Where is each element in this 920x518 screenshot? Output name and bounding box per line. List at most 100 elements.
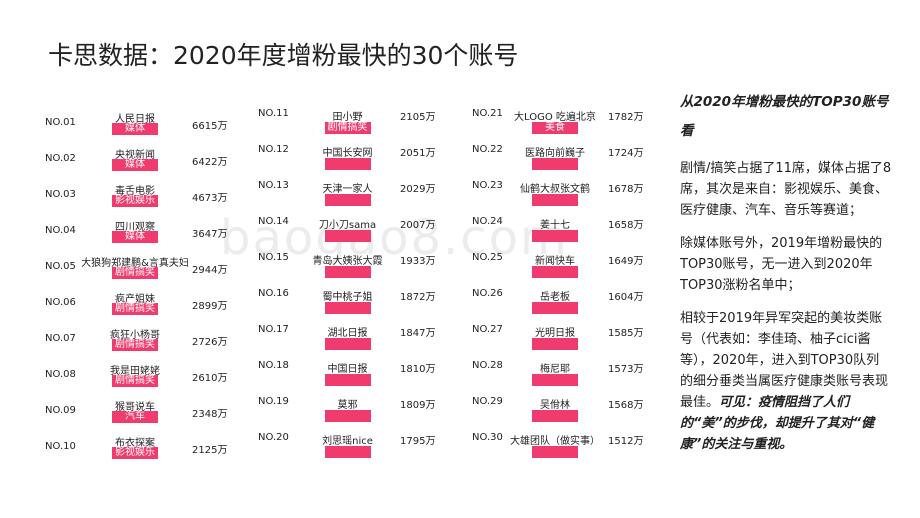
count: 1604万 bbox=[608, 292, 644, 303]
account-name: 岳老板 bbox=[540, 292, 570, 303]
tag: 美食 bbox=[532, 122, 578, 134]
account-name: 央视新闻 bbox=[115, 150, 155, 161]
rank: NO.24 bbox=[472, 216, 503, 227]
account-name: 人民日报 bbox=[115, 114, 155, 125]
tag bbox=[324, 302, 371, 314]
count: 1933万 bbox=[400, 256, 436, 267]
rank: NO.17 bbox=[258, 324, 289, 335]
tag bbox=[324, 338, 371, 350]
account-name: 蜀中桃子姐 bbox=[322, 292, 373, 303]
tag bbox=[324, 446, 371, 458]
side-paragraph: 除媒体账号外，2019年增粉最快的TOP30账号，无一进入到2020年TOP30… bbox=[680, 233, 892, 296]
tag: 媒体 bbox=[112, 231, 158, 243]
account-name: 疯狂小杨哥 bbox=[110, 330, 160, 341]
account-name: 田小野 bbox=[332, 112, 363, 123]
rank: NO.13 bbox=[258, 180, 289, 191]
count: 1568万 bbox=[608, 400, 644, 411]
tag bbox=[532, 338, 578, 350]
rank: NO.25 bbox=[472, 252, 503, 263]
count: 2029万 bbox=[400, 184, 436, 195]
rank: NO.05 bbox=[45, 261, 76, 272]
rank: NO.06 bbox=[45, 297, 76, 308]
count: 2007万 bbox=[400, 220, 436, 231]
text: 剧情/搞笑占据了11席，媒体占据了8席，其次是来自：影视娱乐、美食、医疗健康、汽… bbox=[680, 161, 892, 218]
count: 1512万 bbox=[608, 436, 644, 447]
tag bbox=[324, 410, 371, 422]
account-name: 刀小刀sama bbox=[318, 220, 377, 231]
rank: NO.30 bbox=[472, 432, 503, 443]
count: 2051万 bbox=[400, 148, 436, 159]
rank: NO.10 bbox=[45, 441, 76, 452]
count: 4673万 bbox=[192, 193, 228, 204]
rank: NO.08 bbox=[45, 369, 76, 380]
account-name: 疯产姐妹 bbox=[115, 294, 155, 305]
tag bbox=[532, 302, 578, 314]
tag: 剧情搞笑 bbox=[112, 339, 158, 351]
rank: NO.14 bbox=[258, 216, 289, 227]
count: 3647万 bbox=[192, 229, 228, 240]
rank: NO.11 bbox=[258, 108, 289, 119]
rank: NO.01 bbox=[45, 117, 76, 128]
count: 6422万 bbox=[192, 157, 228, 168]
tag bbox=[532, 158, 578, 170]
count: 1795万 bbox=[400, 436, 436, 447]
rank: NO.03 bbox=[45, 189, 76, 200]
rank: NO.19 bbox=[258, 396, 289, 407]
account-name: 中国日报 bbox=[327, 364, 368, 375]
rank: NO.23 bbox=[472, 180, 503, 191]
rank: NO.27 bbox=[472, 324, 503, 335]
count: 1678万 bbox=[608, 184, 644, 195]
account-name: 四川观察 bbox=[115, 222, 155, 233]
account-name: 刘思瑶nice bbox=[322, 436, 373, 447]
tag: 影视娱乐 bbox=[112, 195, 158, 207]
count: 1649万 bbox=[608, 256, 644, 267]
rank: NO.18 bbox=[258, 360, 289, 371]
account-name: 青岛大姨张大霞 bbox=[312, 256, 383, 267]
rank: NO.02 bbox=[45, 153, 76, 164]
tag: 影视娱乐 bbox=[112, 447, 158, 459]
rank: NO.07 bbox=[45, 333, 76, 344]
side-paragraph: 相较于2019年异军突起的美妆类账号（代表如：李佳琦、柚子cici酱等），202… bbox=[680, 308, 892, 455]
tag bbox=[532, 410, 578, 422]
account-name: 大LOGO 吃遍北京 bbox=[514, 112, 596, 123]
account-name: 湖北日报 bbox=[327, 328, 368, 339]
tag bbox=[324, 266, 371, 278]
count: 1724万 bbox=[608, 148, 644, 159]
count: 1585万 bbox=[608, 328, 644, 339]
text: 相较于2019年异军突起的美妆类账号（代表如：李佳琦、柚子cici酱等），202… bbox=[680, 311, 889, 410]
rank: NO.15 bbox=[258, 252, 289, 263]
account-name: 光明日报 bbox=[535, 328, 575, 339]
rank: NO.21 bbox=[472, 108, 503, 119]
count: 2899万 bbox=[192, 301, 228, 312]
side-heading: 从2020年增粉最快的TOP30账号看 bbox=[680, 94, 889, 139]
count: 1847万 bbox=[400, 328, 436, 339]
tag bbox=[324, 194, 371, 206]
rank: NO.12 bbox=[258, 144, 289, 155]
account-name: 布衣探案 bbox=[115, 438, 155, 449]
account-name: 新闻快车 bbox=[535, 256, 575, 267]
count: 2610万 bbox=[192, 373, 228, 384]
count: 2105万 bbox=[400, 112, 436, 123]
tag: 剧情搞笑 bbox=[112, 375, 158, 387]
count: 1782万 bbox=[608, 112, 644, 123]
tag bbox=[532, 230, 578, 242]
count: 6615万 bbox=[192, 121, 228, 132]
tag bbox=[532, 194, 578, 206]
count: 1573万 bbox=[608, 364, 644, 375]
count: 2726万 bbox=[192, 337, 228, 348]
rank: NO.28 bbox=[472, 360, 503, 371]
side-paragraph: 剧情/搞笑占据了11席，媒体占据了8席，其次是来自：影视娱乐、美食、医疗健康、汽… bbox=[680, 158, 892, 221]
text: 除媒体账号外，2019年增粉最快的TOP30账号，无一进入到2020年TOP30… bbox=[680, 236, 883, 293]
tag: 汽车 bbox=[112, 411, 158, 423]
account-name: 天津一家人 bbox=[322, 184, 373, 195]
rank: NO.09 bbox=[45, 405, 76, 416]
count: 2348万 bbox=[192, 409, 228, 420]
rank: NO.29 bbox=[472, 396, 503, 407]
tag bbox=[532, 446, 578, 458]
account-name: 大雄团队（做实事） bbox=[510, 436, 600, 447]
tag: 媒体 bbox=[112, 123, 158, 135]
tag: 剧情搞笑 bbox=[112, 303, 158, 315]
watermark: baogao8.com bbox=[220, 210, 569, 266]
account-name: 猴哥说车 bbox=[115, 402, 155, 413]
